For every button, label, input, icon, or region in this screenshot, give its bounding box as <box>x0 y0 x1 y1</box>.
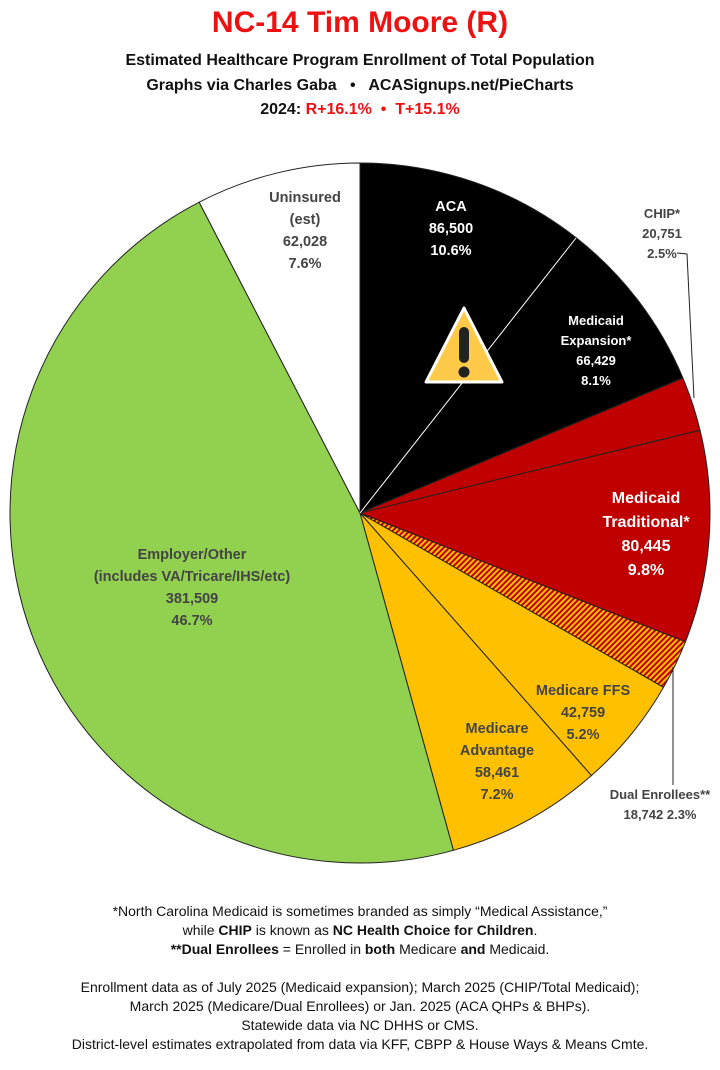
pie-slice-medicaid-traditional <box>358 429 711 643</box>
label-percent: 7.6% <box>288 256 322 272</box>
label-value: 42,759 <box>560 705 606 721</box>
chart-title: NC-14 Tim Moore (R) <box>211 6 509 39</box>
text: CHIP <box>218 922 252 938</box>
label-line: (includes VA/Tricare/IHS/etc) <box>93 569 291 585</box>
source-line: Statewide data via NC DHHS or CMS. <box>241 1017 479 1033</box>
slice-label-medicaid-traditional: Medicaid Traditional* 80,445 9.8% <box>602 487 689 583</box>
slice-label-uninsured: Uninsured (est) 62,028 7.6% <box>269 187 341 275</box>
pie-slice-employer-other-includes-va-tricare-ihs-etc <box>9 201 455 864</box>
margin-line: 2024: R+16.1% • T+15.1% <box>0 101 720 119</box>
text: = Enrolled in <box>278 941 365 957</box>
footnote-3: **Dual Enrollees = Enrolled in both Medi… <box>0 940 720 959</box>
footnote-1: *North Carolina Medicaid is sometimes br… <box>112 903 608 919</box>
slice-label-medicare-ffs: Medicare FFS 42,759 5.2% <box>536 680 630 746</box>
label-percent: 10.6% <box>430 243 472 259</box>
label-value: 80,445 <box>621 538 671 555</box>
text: is known as <box>251 922 333 938</box>
label-line: CHIP* <box>643 206 681 221</box>
footnote-2: while CHIP is known as NC Health Choice … <box>0 921 720 940</box>
label-percent: 7.2% <box>480 787 514 803</box>
source-notes: Enrollment data as of July 2025 (Medicai… <box>0 978 720 1054</box>
label-line: Advantage <box>459 743 535 759</box>
label-value: 381,509 <box>165 591 219 607</box>
label-value: 18,742 2.3% <box>623 807 697 822</box>
label-line: Expansion* <box>560 333 632 348</box>
chart-credit: Graphs via Charles Gaba • ACASignups.net… <box>146 77 574 94</box>
label-line: Employer/Other <box>137 547 247 563</box>
source-line: Enrollment data as of July 2025 (Medicai… <box>80 979 640 995</box>
source-line: March 2025 (Medicare/Dual Enrollees) or … <box>129 998 591 1014</box>
text: while <box>182 922 219 938</box>
slice-label-aca: ACA 86,500 10.6% <box>429 196 473 262</box>
footnotes: *North Carolina Medicaid is sometimes br… <box>0 902 720 959</box>
slice-label-employer: Employer/Other (includes VA/Tricare/IHS/… <box>94 544 290 632</box>
pie-slice-medicare-advantage <box>359 512 593 851</box>
label-line: ACA <box>435 199 467 215</box>
label-line: Medicare FFS <box>535 683 631 699</box>
label-percent: 8.1% <box>581 373 611 388</box>
text: **Dual Enrollees <box>170 941 279 957</box>
margin-values: R+16.1% • T+15.1% <box>305 101 460 118</box>
label-line: Medicaid <box>568 313 624 328</box>
text: and <box>460 941 486 957</box>
label-percent: 46.7% <box>171 613 213 629</box>
chart-subtitle: Estimated Healthcare Program Enrollment … <box>125 52 595 69</box>
label-value: 58,461 <box>474 765 520 781</box>
label-line: (est) <box>289 212 321 228</box>
text: both <box>364 941 396 957</box>
text: NC Health Choice for Children <box>332 922 534 938</box>
label-value: 86,500 <box>428 221 474 237</box>
text: Medicare <box>395 941 461 957</box>
slice-label-medicaid-expansion: Medicaid Expansion* 66,429 8.1% <box>561 311 632 391</box>
label-line: Uninsured <box>269 190 341 206</box>
slice-label-dual-enrollees: Dual Enrollees** 18,742 2.3% <box>610 785 710 825</box>
pie-slice-medicaid-expansion <box>358 237 684 515</box>
label-percent: 5.2% <box>566 727 600 743</box>
chip-leader-line <box>676 252 695 399</box>
text: . <box>533 922 538 938</box>
label-line: Dual Enrollees** <box>609 787 711 802</box>
warning-triangle-icon <box>424 306 504 384</box>
slice-label-medicare-advantage: Medicare Advantage 58,461 7.2% <box>460 718 534 806</box>
label-line: Medicare <box>465 721 529 737</box>
pie-slice-uninsured-est <box>198 162 361 514</box>
label-value: 20,751 <box>642 226 682 241</box>
label-percent: 2.5% <box>647 246 677 261</box>
label-line: Traditional* <box>602 514 690 531</box>
slice-label-chip: CHIP* 20,751 2.5% <box>642 204 682 264</box>
label-value: 66,429 <box>576 353 616 368</box>
label-value: 62,028 <box>282 234 328 250</box>
margin-prefix: 2024: <box>260 101 306 118</box>
text: Medicaid. <box>485 941 550 957</box>
source-line: District-level estimates extrapolated fr… <box>71 1036 649 1052</box>
label-percent: 9.8% <box>627 562 665 579</box>
label-line: Medicaid <box>611 490 681 507</box>
